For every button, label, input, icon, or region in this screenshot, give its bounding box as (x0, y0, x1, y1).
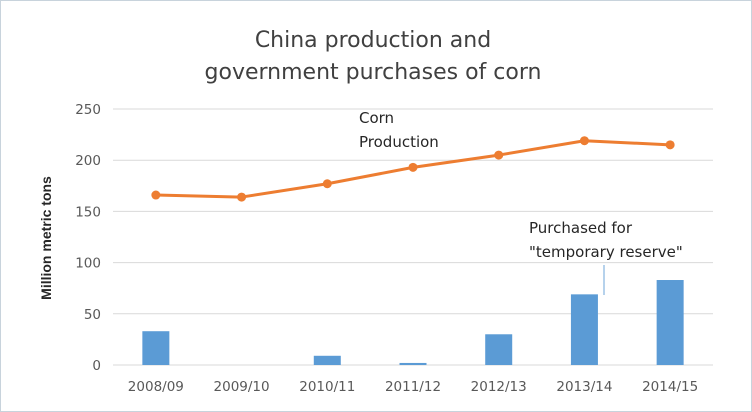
chart-title-line-2: government purchases of corn (205, 60, 542, 85)
x-tick-label: 2010/11 (299, 379, 355, 395)
chart-title: China production and government purchase… (205, 28, 542, 85)
line-series-label-line-1: Corn (359, 109, 394, 127)
line-point-2013-14 (579, 136, 589, 146)
x-tick-label: 2014/15 (642, 379, 698, 395)
line-point-2008-09 (151, 190, 161, 200)
line-series-label-line-2: Production (359, 133, 439, 151)
y-tick-label: 200 (75, 153, 101, 169)
bar-series-label-line-2: "temporary reserve" (529, 243, 683, 261)
bar-2011-12 (399, 362, 427, 365)
x-tick-label: 2008/09 (128, 379, 184, 395)
x-tick-label: 2013/14 (556, 379, 612, 395)
bar-2014-15 (656, 280, 684, 365)
line-point-2011-12 (408, 162, 418, 172)
y-tick-label: 50 (84, 307, 101, 323)
bar-2008-09 (142, 331, 170, 365)
x-axis-ticks: 2008/09 2009/10 2010/11 2011/12 2012/13 2013/… (128, 379, 698, 395)
y-tick-label: 0 (92, 358, 101, 374)
y-axis-label: Million metric tons (38, 176, 54, 300)
gridlines (113, 108, 713, 366)
y-axis-ticks: 0 50 100 150 200 250 (75, 102, 101, 374)
bar-series-label-line-1: Purchased for (529, 219, 633, 237)
x-tick-label: 2012/13 (471, 379, 527, 395)
annotations: Corn Production Purchased for "temporary… (359, 109, 683, 295)
line-point-2010-11 (322, 179, 332, 189)
bar-2012-13 (485, 334, 513, 365)
x-tick-label: 2009/10 (214, 379, 270, 395)
y-tick-label: 250 (75, 102, 101, 118)
y-tick-label: 150 (75, 204, 101, 220)
line-point-2009-10 (237, 192, 247, 202)
bar-series (142, 280, 684, 365)
line-point-2012-13 (494, 150, 504, 160)
chart-title-line-1: China production and (255, 28, 491, 53)
bar-2013-14 (570, 294, 598, 365)
y-tick-label: 100 (75, 256, 101, 272)
line-point-2014-15 (665, 140, 675, 150)
line-series (151, 136, 675, 202)
x-tick-label: 2011/12 (385, 379, 441, 395)
bar-2010-11 (313, 355, 341, 365)
